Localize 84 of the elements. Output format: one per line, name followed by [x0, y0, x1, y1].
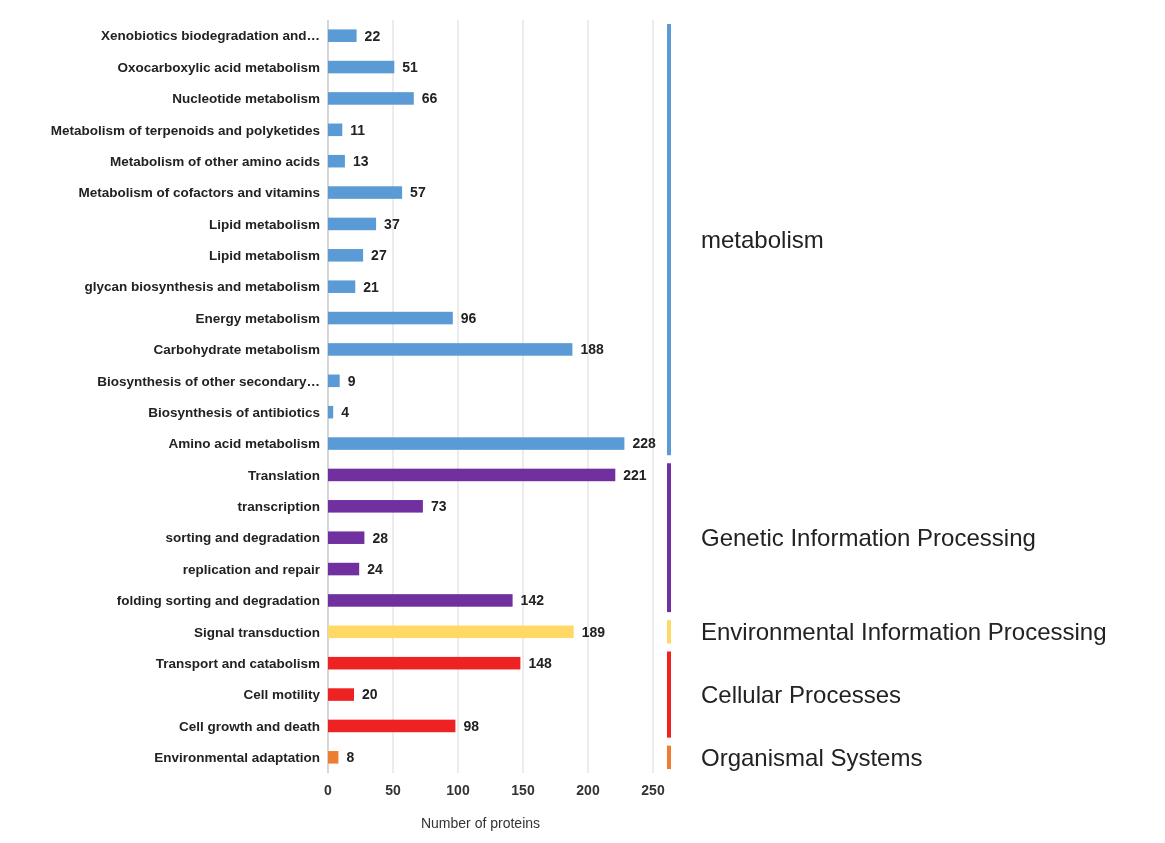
bar	[328, 531, 365, 544]
bar	[328, 594, 513, 607]
bar	[328, 719, 456, 733]
x-axis-title: Number of proteins	[420, 815, 541, 831]
x-tick-label: 250	[641, 782, 665, 798]
y-tick-label: Lipid metabolism	[208, 216, 320, 232]
y-tick-label: Biosynthesis of antibiotics	[148, 404, 320, 420]
y-tick-label: Translation	[247, 467, 320, 483]
data-label: 4	[341, 404, 350, 421]
bar	[328, 217, 377, 231]
data-label: 148	[528, 655, 552, 672]
data-label: 142	[520, 592, 545, 609]
data-label: 73	[430, 498, 447, 515]
bar	[328, 123, 343, 137]
y-tick-label: Xenobiotics biodegradation and…	[100, 28, 320, 44]
y-tick-label: Nucleotide metabolism	[172, 91, 320, 107]
bar	[328, 405, 334, 419]
bar	[328, 374, 340, 388]
bar	[328, 751, 339, 764]
data-label: 22	[364, 27, 381, 44]
x-tick-label: 50	[385, 782, 401, 798]
data-label: 221	[623, 466, 647, 483]
data-label: 28	[372, 529, 389, 546]
bar	[328, 437, 625, 450]
y-tick-label: Metabolism of other amino acids	[109, 153, 320, 169]
text: Organismal Systems	[701, 743, 923, 771]
data-label: 37	[384, 215, 400, 232]
bar	[328, 249, 364, 262]
y-tick-label: replication and repair	[182, 561, 321, 577]
y-tick-label: sorting and degradation	[165, 530, 320, 546]
data-label: 228	[632, 435, 656, 452]
y-tick-label: Carbohydrate metabolism	[153, 342, 320, 358]
y-tick-label: transcription	[237, 499, 320, 515]
x-tick-label: 0	[324, 782, 333, 798]
bar	[328, 92, 414, 105]
bar	[328, 656, 521, 670]
data-label: 24	[367, 560, 383, 577]
data-label: 21	[363, 278, 380, 295]
bar	[328, 625, 574, 639]
data-label: 27	[371, 247, 387, 264]
bar	[328, 343, 573, 356]
bar	[328, 186, 403, 199]
y-tick-label: Metabolism of cofactors and vitamins	[78, 185, 320, 201]
y-tick-label: Energy metabolism	[195, 310, 320, 326]
bar	[328, 688, 354, 701]
data-label: 51	[402, 58, 419, 75]
data-label: 9	[347, 372, 356, 389]
bar	[328, 500, 423, 513]
y-tick-label: Metabolism of terpenoids and polyketides	[50, 122, 320, 138]
data-label: 8	[346, 749, 355, 766]
data-label: 11	[350, 121, 366, 138]
y-tick-label: Biosynthesis of other secondary…	[97, 373, 320, 389]
data-label: 20	[362, 686, 378, 703]
text: Environmental Information Processing	[701, 618, 1107, 646]
y-tick-label: Cell growth and death	[178, 718, 320, 734]
text: Genetic Information Processing	[701, 524, 1036, 552]
bar	[328, 280, 356, 293]
data-label: 66	[421, 90, 438, 107]
bar	[328, 29, 357, 42]
text: metabolism	[701, 226, 824, 254]
data-label: 98	[463, 717, 480, 734]
bar	[328, 311, 453, 325]
data-label: 13	[352, 153, 369, 170]
y-tick-label: Cell motility	[243, 687, 321, 703]
y-tick-label: Amino acid metabolism	[168, 436, 320, 452]
x-tick-label: 100	[446, 782, 470, 798]
bar	[328, 60, 395, 74]
bar	[328, 154, 345, 168]
y-tick-label: Transport and catabolism	[155, 655, 320, 671]
y-tick-label: glycan biosynthesis and metabolism	[84, 279, 320, 295]
y-tick-label: Oxocarboxylic acid metabolism	[117, 59, 320, 75]
y-tick-label: Lipid metabolism	[208, 248, 320, 264]
x-tick-label: 150	[511, 782, 535, 798]
data-label: 57	[410, 184, 426, 201]
data-label: 188	[580, 341, 604, 358]
text: Cellular Processes	[701, 680, 902, 708]
data-label: 96	[460, 309, 477, 326]
y-tick-label: folding sorting and degradation	[116, 593, 320, 609]
y-tick-label: Environmental adaptation	[154, 750, 320, 766]
x-tick-label: 200	[576, 782, 600, 798]
y-tick-label: Signal transduction	[193, 624, 320, 640]
bar	[328, 562, 360, 576]
bar	[328, 468, 616, 482]
data-label: 189	[581, 623, 606, 640]
